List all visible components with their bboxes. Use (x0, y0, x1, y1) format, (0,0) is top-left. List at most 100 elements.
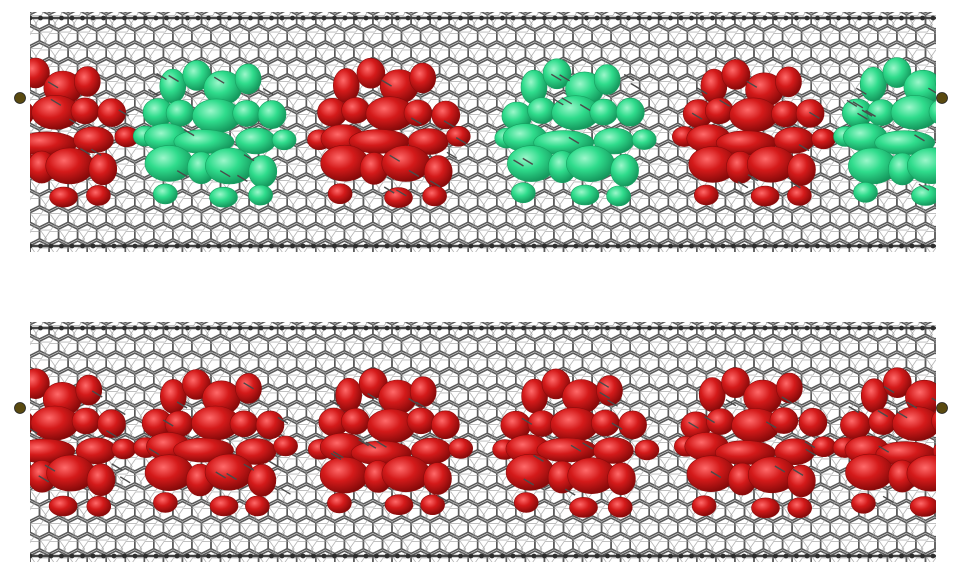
back-hexagon-ring (415, 359, 438, 376)
back-hexagon-ring (386, 342, 409, 360)
back-hexagon-ring (34, 359, 57, 376)
rim-atom (227, 243, 232, 249)
hexagon-ring (905, 517, 927, 538)
rim-atom (426, 15, 432, 21)
back-hexagon-ring (282, 491, 305, 508)
red-lobe (513, 492, 539, 513)
hexagon-ring (105, 42, 127, 63)
back-hexagon-ring (910, 214, 933, 231)
back-hexagon-ring (205, 524, 228, 541)
hexagon-ring (695, 352, 717, 373)
back-hexagon-ring (120, 65, 143, 83)
foreground-bond (928, 87, 936, 94)
hexagon-ring (945, 485, 964, 504)
back-hexagon-ring (787, 32, 810, 50)
back-hexagon-ring (291, 65, 314, 83)
rim-atom (783, 553, 789, 559)
hexagon-ring (200, 352, 222, 373)
rim-atom (825, 15, 831, 21)
hexagon-ring (276, 484, 298, 505)
back-hexagon-ring (377, 359, 400, 376)
back-hexagon-ring (768, 342, 791, 360)
rim-atom (101, 243, 106, 249)
hexagon-ring (217, 12, 224, 14)
rim-atom (468, 325, 474, 331)
orbital-lobes (30, 57, 936, 208)
back-hexagon-ring (472, 181, 495, 198)
rim-atom (195, 243, 201, 249)
back-hexagon-ring (167, 524, 190, 541)
rim-atom (836, 15, 841, 21)
hexagon-ring (829, 550, 851, 562)
hexagon-ring (810, 385, 832, 406)
red-lobe (751, 497, 780, 519)
hexagon-ring (629, 500, 651, 522)
back-hexagon-ring (853, 524, 876, 541)
hexagon-ring (657, 75, 679, 96)
back-hexagon-ring (561, 12, 578, 17)
back-hexagon-ring (729, 197, 752, 215)
rim-atom (846, 325, 852, 331)
rim-atom (101, 15, 106, 21)
back-hexagon-ring (825, 375, 848, 393)
hexagon-ring (38, 223, 60, 245)
hexagon-ring (295, 418, 317, 439)
hexagon-ring (819, 368, 841, 390)
back-hexagon-ring (940, 165, 961, 180)
red-lobe (384, 494, 414, 516)
back-hexagon-ring (225, 214, 248, 231)
foreground-bond (9, 477, 19, 483)
hexagon-ring (84, 12, 90, 14)
hexagon-ring (141, 12, 148, 14)
rim-atom (311, 553, 316, 559)
back-hexagon-ring (825, 342, 848, 360)
rim-atom (30, 243, 33, 249)
back-hexagon-ring (910, 524, 933, 541)
hexagon-ring (935, 0, 954, 13)
back-hexagon-ring (625, 82, 648, 99)
back-hexagon-ring (472, 359, 495, 376)
rim-atom (741, 243, 747, 249)
red-orbital-lobe-cluster (673, 367, 837, 519)
back-hexagon-ring (701, 359, 724, 376)
back-hexagon-ring (615, 342, 638, 360)
foreground-bond (790, 181, 801, 189)
back-hexagon-ring (940, 0, 961, 15)
back-hexagon-ring (587, 49, 610, 66)
back-hexagon-ring (170, 247, 188, 252)
hexagon-ring (579, 12, 586, 14)
red-lobe (30, 153, 35, 176)
back-hexagon-ring (815, 148, 838, 165)
back-hexagon-ring (484, 322, 502, 327)
red-lobe (153, 492, 178, 513)
back-hexagon-ring (310, 197, 333, 215)
back-hexagon-ring (768, 32, 791, 50)
hexagon-ring (124, 42, 146, 63)
back-hexagon-ring (463, 375, 486, 393)
foreground-bond (896, 411, 908, 419)
rim-atom (521, 15, 526, 21)
back-hexagon-ring (799, 247, 817, 252)
rim-atom (426, 553, 432, 559)
back-hexagon-ring (618, 12, 635, 17)
back-hexagon-ring (913, 247, 931, 252)
back-hexagon-ring (320, 214, 343, 231)
rim-atom (353, 243, 358, 249)
hexagon-ring (314, 517, 336, 538)
back-hexagon-ring (910, 359, 933, 376)
hexagon-ring (105, 385, 127, 406)
hexagon-ring (667, 190, 689, 212)
back-hexagon-ring (663, 392, 686, 409)
back-hexagon-ring (148, 49, 171, 66)
back-hexagon-ring (91, 49, 114, 66)
foreground-bond (737, 181, 749, 189)
foreground-bond (277, 416, 289, 425)
hexagon-ring (638, 385, 660, 406)
hexagon-ring (686, 335, 708, 357)
back-hexagon-ring (682, 359, 705, 376)
hexagon-ring (934, 372, 936, 386)
hexagon-ring (333, 517, 355, 538)
back-hexagon-ring (417, 557, 436, 562)
hexagon-ring (903, 12, 910, 14)
back-hexagon-ring (710, 197, 733, 215)
